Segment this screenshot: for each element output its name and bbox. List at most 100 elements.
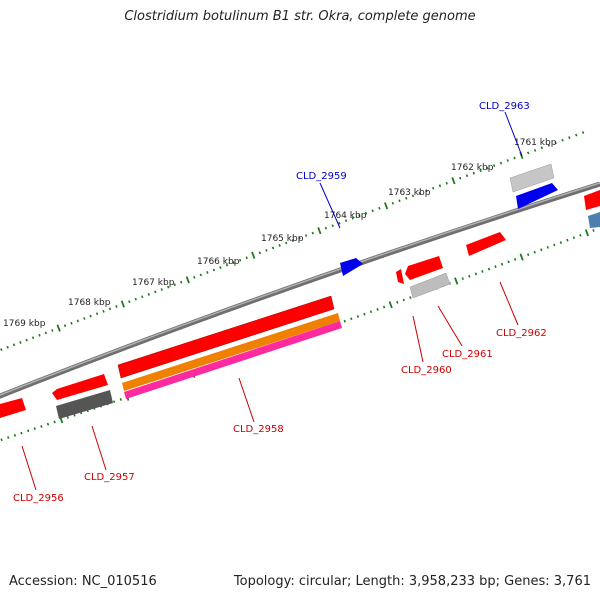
kbp-label-1765: 1765 kbp — [261, 234, 304, 244]
outer-ring-tick — [479, 169, 482, 173]
inner-ring-tick — [553, 243, 556, 247]
outer-ring-tick — [561, 138, 564, 142]
inner-ring-tick — [454, 277, 459, 285]
inner-ring-tick — [27, 429, 30, 433]
kbp-label-1768: 1768 kbp — [68, 298, 111, 308]
outer-ring-tick — [63, 324, 67, 328]
leader-cld2963 — [504, 111, 523, 157]
kbp-label-group: 1761 kbp 1762 kbp 1763 kbp 1764 kbp 1765… — [3, 138, 557, 329]
inner-ring-tick — [0, 438, 3, 442]
gene-label-cld2957: CLD_2957 — [84, 472, 135, 483]
outer-ring-tick — [499, 161, 503, 165]
gene-cld2960-red-arrow — [396, 269, 404, 284]
genome-backbone-highlight — [0, 182, 600, 396]
inner-ring-tick — [527, 253, 530, 257]
outer-ring-tick — [432, 186, 435, 190]
genome-stats-text: Topology: circular; Length: 3,958,233 bp… — [233, 574, 591, 589]
outer-ring-tick — [199, 273, 202, 277]
outer-ring-tick — [83, 317, 86, 320]
outer-ring-tick — [304, 234, 308, 237]
outer-ring-tick — [160, 288, 163, 291]
outer-ring-tick — [568, 136, 571, 140]
kbp-label-1764: 1764 kbp — [324, 211, 367, 221]
gene-label-cld2960: CLD_2960 — [401, 365, 452, 376]
inner-ring-tick — [20, 431, 23, 435]
outer-ring-tick — [575, 133, 578, 137]
outer-ring-tick — [134, 297, 137, 301]
map-title: Clostridium botulinum B1 str. Okra, comp… — [124, 9, 476, 24]
outer-ring-tick — [371, 209, 374, 213]
inner-ring-tick — [487, 267, 491, 271]
leader-cld2961 — [437, 305, 463, 347]
outer-ring-tick — [180, 280, 183, 284]
outer-ring-tick — [384, 202, 389, 210]
outer-ring-tick — [89, 314, 92, 318]
outer-ring-tick — [0, 348, 3, 352]
outer-ring-tick — [206, 271, 209, 274]
outer-ring-tick — [425, 189, 428, 193]
inner-ring-tick — [540, 248, 543, 252]
outer-ring-tick — [271, 246, 275, 250]
kbp-label-1762: 1762 kbp — [451, 163, 494, 173]
outer-ring-tick — [76, 319, 80, 323]
outer-ring-tick — [128, 300, 131, 304]
gene-label-cld2962: CLD_2962 — [496, 328, 547, 339]
outer-ring-tick — [451, 177, 456, 185]
gene-right-edge-steel-arrow — [588, 212, 600, 228]
outer-ring-tick — [44, 331, 48, 335]
inner-ring-tick — [546, 246, 549, 249]
outer-ring-tick — [25, 338, 28, 342]
inner-ring-tick — [363, 312, 366, 316]
inner-ring-tick — [519, 253, 524, 261]
outer-ring-tick — [527, 151, 530, 155]
outer-ring-tick — [251, 251, 256, 259]
inner-ring-tick — [559, 241, 563, 244]
kbp-label-1761: 1761 kbp — [514, 138, 557, 148]
inner-ring-tick — [343, 319, 346, 323]
leader-lines — [21, 111, 523, 491]
gene-right-edge-red-arrow — [584, 190, 600, 210]
gene-cld2958-red-bar — [117, 295, 335, 379]
gene-cld2958-orange-bar — [122, 313, 340, 391]
outer-ring-tick — [115, 305, 118, 308]
inner-ring-tick — [500, 262, 504, 266]
inner-ring-tick — [388, 301, 393, 309]
outer-ring-tick — [278, 244, 281, 247]
reverse-strand-genes — [0, 256, 451, 419]
gene-cld2963-arrow — [509, 163, 555, 193]
outer-ring-tick — [51, 329, 54, 332]
outer-ring-tick — [411, 194, 415, 198]
outer-ring-tick — [472, 171, 475, 175]
leader-cld2959 — [319, 182, 341, 229]
outer-ring-tick — [351, 216, 354, 220]
outer-ring-tick — [56, 324, 61, 332]
outer-ring-tick — [141, 295, 144, 299]
inner-ring-tick — [46, 422, 50, 426]
outer-ring-tick — [120, 300, 125, 308]
outer-ring-tick — [212, 268, 216, 272]
kbp-label-1766: 1766 kbp — [197, 257, 240, 267]
inner-ring-tick — [53, 420, 56, 424]
inner-ring-tick — [33, 427, 36, 431]
outer-ring-tick — [6, 345, 9, 349]
outer-ring-tick — [154, 290, 157, 294]
outer-ring-tick — [338, 221, 341, 225]
outer-ring-tick — [245, 256, 248, 260]
inner-ring-tick — [40, 425, 43, 428]
outer-ring-tick — [445, 181, 448, 185]
inner-ring-tick — [382, 305, 386, 309]
outer-ring-tick — [265, 248, 268, 252]
outer-ring-tick — [438, 184, 442, 188]
outer-ring-tick — [540, 146, 544, 150]
inner-ring-tick — [481, 270, 484, 273]
outer-ring-tick — [459, 176, 462, 180]
outer-ring-tick — [364, 211, 368, 215]
genome-backbone — [0, 181, 600, 399]
inner-ring-tick — [513, 258, 517, 261]
inner-ring-tick — [584, 229, 590, 237]
inner-ring-tick — [461, 277, 464, 280]
outer-ring-tick — [147, 292, 150, 296]
outer-ring-tick — [285, 241, 288, 245]
outer-ring-tick — [31, 336, 35, 340]
inner-ring-tick — [7, 436, 10, 439]
